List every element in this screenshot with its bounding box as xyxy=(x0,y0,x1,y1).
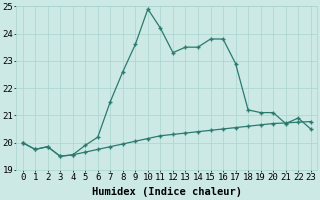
X-axis label: Humidex (Indice chaleur): Humidex (Indice chaleur) xyxy=(92,187,242,197)
